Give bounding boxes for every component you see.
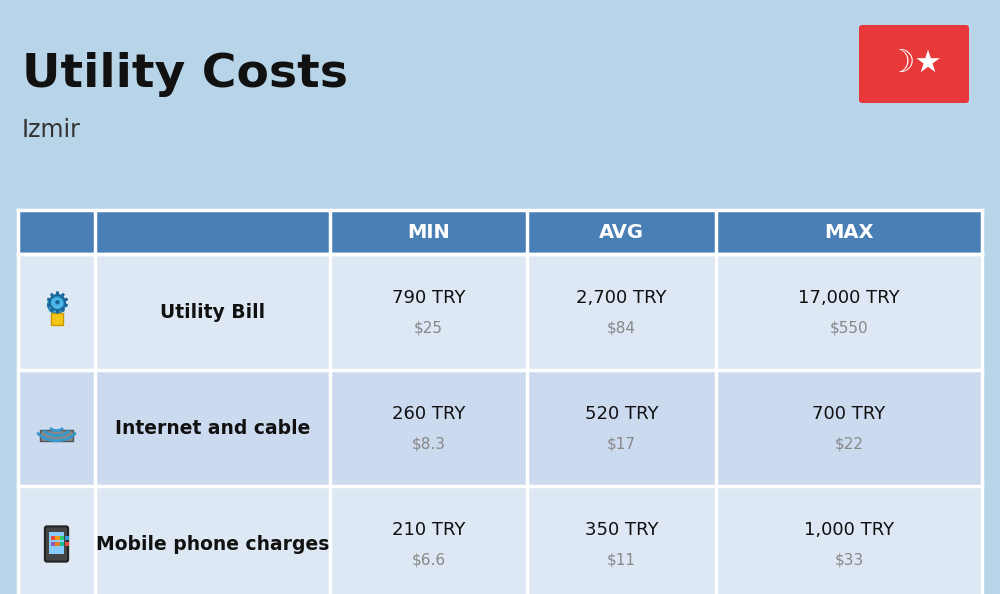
Bar [60, 536, 64, 540]
Bar [55, 542, 60, 546]
FancyBboxPatch shape [859, 25, 969, 103]
Text: Izmir: Izmir [22, 118, 81, 142]
Text: 2,700 TRY: 2,700 TRY [576, 289, 667, 307]
Text: MAX: MAX [824, 223, 874, 242]
Text: $11: $11 [607, 553, 636, 568]
Text: Utility Bill: Utility Bill [160, 302, 265, 321]
Text: $550: $550 [830, 321, 868, 336]
Bar [65, 536, 69, 540]
Text: 17,000 TRY: 17,000 TRY [798, 289, 900, 307]
Bar [60, 542, 64, 546]
Text: Internet and cable: Internet and cable [115, 419, 310, 438]
Text: 350 TRY: 350 TRY [585, 521, 658, 539]
Text: $17: $17 [607, 437, 636, 452]
Bar [18, 370, 982, 486]
Text: 520 TRY: 520 TRY [585, 405, 658, 423]
Text: $25: $25 [414, 321, 443, 336]
Bar [55, 536, 60, 540]
FancyBboxPatch shape [45, 526, 68, 561]
Bar [49, 532, 64, 554]
Text: 210 TRY: 210 TRY [392, 521, 465, 539]
Text: 1,000 TRY: 1,000 TRY [804, 521, 894, 539]
Text: Mobile phone charges: Mobile phone charges [96, 535, 329, 554]
Bar [18, 254, 982, 370]
Text: $22: $22 [834, 437, 864, 452]
Text: MIN: MIN [407, 223, 450, 242]
Text: $8.3: $8.3 [412, 437, 446, 452]
Bar [18, 486, 982, 594]
Text: ⚙: ⚙ [43, 290, 70, 320]
Bar [50, 536, 55, 540]
Text: $33: $33 [834, 553, 864, 568]
Text: AVG: AVG [599, 223, 644, 242]
Bar [40, 431, 73, 441]
Text: 260 TRY: 260 TRY [392, 405, 465, 423]
Bar [18, 210, 982, 254]
Text: 700 TRY: 700 TRY [812, 405, 886, 423]
Bar [65, 542, 69, 546]
Text: 790 TRY: 790 TRY [392, 289, 465, 307]
Bar [50, 313, 62, 325]
Text: Utility Costs: Utility Costs [22, 52, 348, 97]
Text: ☽★: ☽★ [887, 49, 941, 78]
Text: $6.6: $6.6 [411, 553, 446, 568]
Text: $84: $84 [607, 321, 636, 336]
Bar [50, 542, 55, 546]
Circle shape [48, 296, 65, 313]
